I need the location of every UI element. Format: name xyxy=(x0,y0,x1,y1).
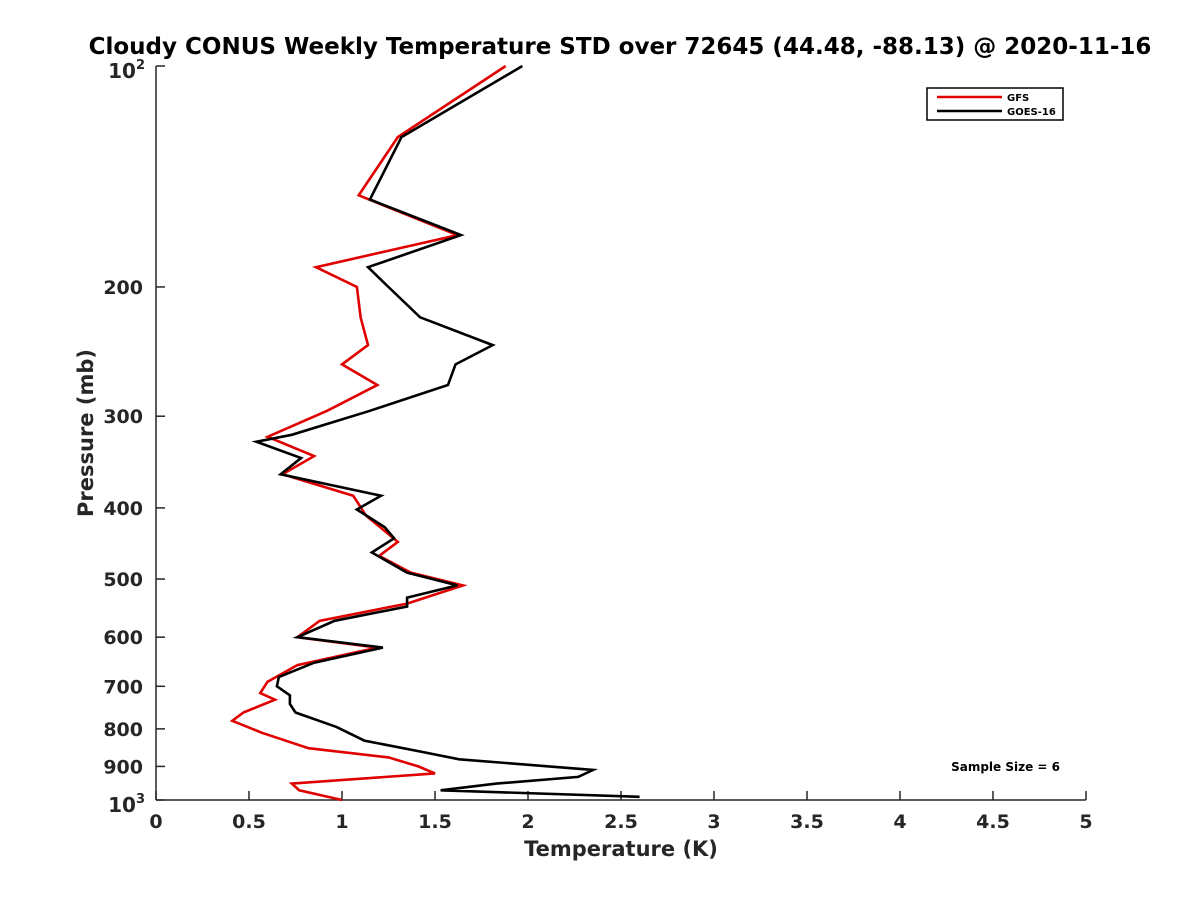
y-tick-label: 900 xyxy=(103,756,143,778)
y-tick-label: 300 xyxy=(103,406,143,428)
x-tick-label: 4.5 xyxy=(976,811,1010,833)
legend-box xyxy=(926,87,1064,121)
chart-title: Cloudy CONUS Weekly Temperature STD over… xyxy=(89,34,1152,60)
y-tick-label: 500 xyxy=(103,569,143,591)
x-tick-label: 3 xyxy=(707,811,720,833)
x-tick-label: 0.5 xyxy=(232,811,266,833)
y-tick-1000-exp: 3 xyxy=(136,792,145,807)
x-tick-label: 1 xyxy=(335,811,348,833)
y-tick-label: 800 xyxy=(103,719,143,741)
legend-label-gfs: GFS xyxy=(1007,93,1029,104)
y-tick-label: 400 xyxy=(103,498,143,520)
y-tick-100-base: 10 xyxy=(108,59,136,83)
x-ticks: 0 0.5 1 1.5 2 2.5 3 3.5 4 4.5 5 xyxy=(149,791,1093,833)
y-tick-label: 600 xyxy=(103,627,143,649)
sample-size-annotation: Sample Size = 6 xyxy=(951,760,1060,774)
x-tick-label: 0 xyxy=(149,811,162,833)
legend-label-goes16: GOES-16 xyxy=(1007,107,1056,118)
y-tick-label: 700 xyxy=(103,676,143,698)
legend: GFS GOES-16 xyxy=(926,87,1064,121)
series-group xyxy=(229,64,640,802)
y-axis-label: Pressure (mb) xyxy=(74,349,98,517)
x-tick-label: 2 xyxy=(521,811,534,833)
x-tick-label: 5 xyxy=(1079,811,1092,833)
series-line-gfs xyxy=(229,64,507,802)
y-tick-label: 200 xyxy=(103,277,143,299)
x-axis-label: Temperature (K) xyxy=(524,837,718,861)
x-tick-label: 3.5 xyxy=(790,811,824,833)
y-tick-label-100: 102 xyxy=(108,58,145,83)
x-tick-label: 1.5 xyxy=(418,811,452,833)
y-tick-label-1000: 103 xyxy=(108,792,145,817)
series-line-goes16 xyxy=(251,64,640,799)
x-tick-label: 4 xyxy=(893,811,906,833)
y-ticks: 200 300 400 500 600 700 800 900 xyxy=(103,65,165,801)
x-tick-label: 2.5 xyxy=(604,811,638,833)
y-tick-1000-base: 10 xyxy=(108,793,136,817)
y-tick-100-exp: 2 xyxy=(136,58,145,73)
